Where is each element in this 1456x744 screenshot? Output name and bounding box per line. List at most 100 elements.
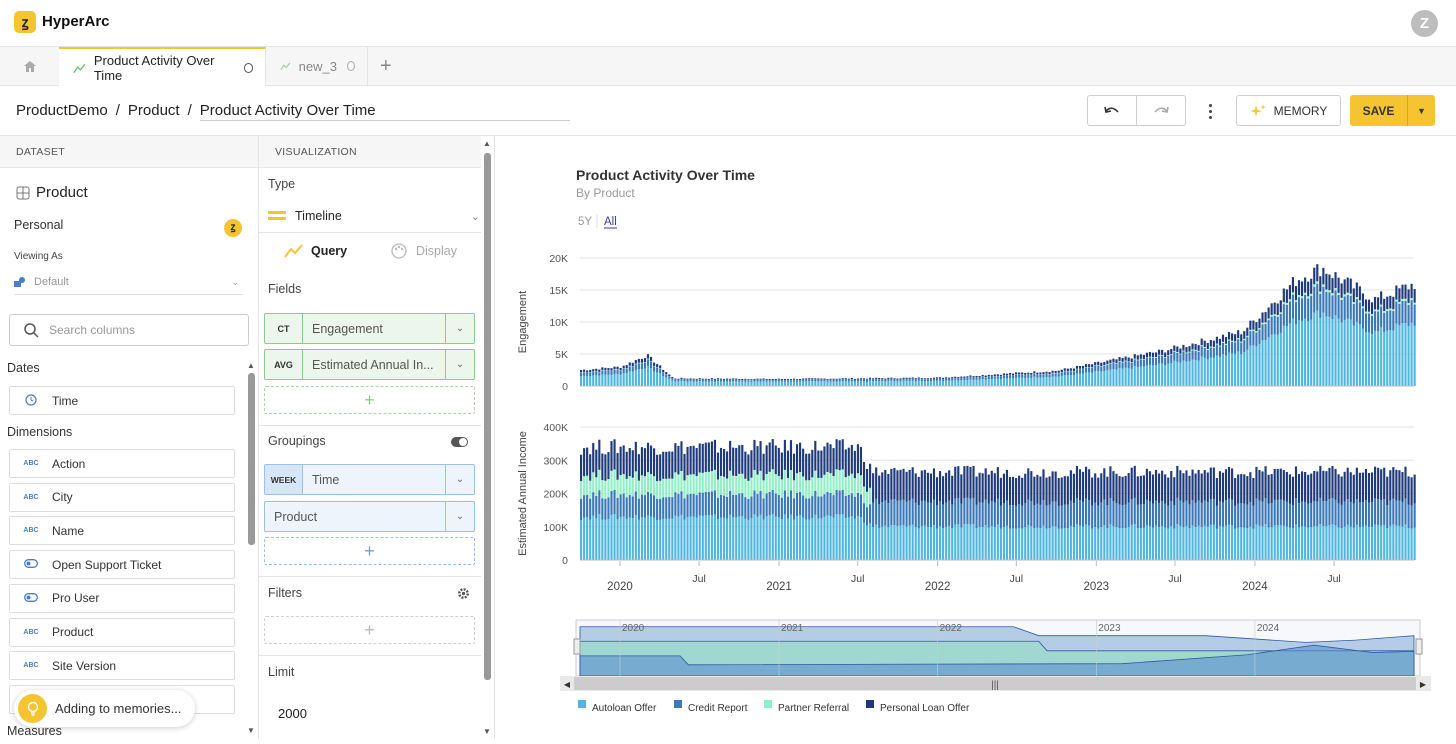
aggregation-tag[interactable]: AVG [265,350,303,379]
bar-credit-report [936,505,938,528]
bar-autoloan-offer [1319,318,1321,386]
visualization-scrollbar[interactable] [484,153,491,680]
range-button-5y[interactable]: 5Y [578,216,592,228]
gear-icon[interactable] [457,587,470,600]
legend-label-personal-loan-offer[interactable]: Personal Loan Offer [880,703,970,714]
bar-personal-loan-offer [769,379,771,380]
field-estimated-annual-income[interactable]: AVG Estimated Annual In... ⌄ [264,349,475,380]
y-tick-label: 100K [543,522,568,534]
navigator-handle[interactable] [1416,639,1422,654]
grouping-time[interactable]: WEEK Time ⌄ [264,464,475,495]
tab-new-3[interactable]: new_3 [266,47,368,85]
field-engagement[interactable]: CT Engagement ⌄ [264,313,475,344]
bar-partner-referral [1179,354,1181,355]
bar-autoloan-offer [869,523,871,560]
bar-personal-loan-offer [662,452,664,479]
bar-personal-loan-offer [1216,337,1218,344]
bar-credit-report [665,374,667,377]
search-columns-input[interactable]: Search columns [9,314,249,346]
field-item-open-support-ticket[interactable]: Open Support Ticket [9,550,235,579]
redo-button[interactable] [1136,95,1186,126]
user-avatar[interactable]: Z [1411,10,1438,37]
bar-autoloan-offer [1213,358,1215,386]
bar-personal-loan-offer [890,469,892,500]
add-field-button[interactable]: + [264,386,475,414]
bar-credit-report [954,498,956,524]
navigator-handle[interactable] [574,639,580,654]
bar-personal-loan-offer [781,453,783,480]
bar-autoloan-offer [1274,525,1276,560]
more-options-button[interactable] [1203,100,1217,122]
scroll-up-icon[interactable]: ▲ [247,361,255,370]
bar-personal-loan-offer [1298,474,1300,503]
bar-credit-report [1064,505,1066,529]
grouping-tag[interactable]: WEEK [265,465,303,494]
scroll-down-icon[interactable]: ▼ [483,727,491,736]
scroll-left-icon[interactable]: ◀ [564,680,571,689]
chevron-down-icon[interactable]: ⌄ [446,465,474,494]
memory-button[interactable]: MEMORY [1236,95,1341,126]
legend-label-autoloan-offer[interactable]: Autoloan Offer [592,703,657,714]
bar-personal-loan-offer [1155,470,1157,501]
save-button[interactable]: SAVE [1350,95,1408,126]
add-grouping-button[interactable]: + [264,537,475,565]
query-tab[interactable]: Query [284,243,347,259]
scroll-right-icon[interactable]: ▶ [1420,680,1427,689]
bar-personal-loan-offer [906,472,908,502]
bar-autoloan-offer [829,516,831,560]
add-filter-button[interactable]: + [264,616,475,644]
type-select[interactable]: Timeline ⌄ [268,204,480,228]
bar-credit-report [1380,307,1382,328]
chevron-down-icon[interactable]: ⌄ [446,502,474,531]
bar-personal-loan-offer [784,379,786,380]
bar-credit-report [1173,505,1175,528]
breadcrumb-item[interactable]: ProductDemo [16,102,108,121]
bar-autoloan-offer [741,516,743,560]
viewing-as-select[interactable]: Default ⌄ [14,270,243,295]
legend-label-credit-report[interactable]: Credit Report [688,703,748,714]
save-options-chevron-down-icon[interactable]: ▼ [1408,95,1435,126]
chevron-down-icon[interactable]: ⌄ [446,314,474,343]
bar-credit-report [945,502,947,526]
range-button-all[interactable]: All [604,216,617,228]
bar-personal-loan-offer [756,446,758,474]
aggregation-tag[interactable]: CT [265,314,303,343]
undo-button[interactable] [1087,95,1137,126]
grip-icon[interactable]: ||| [991,680,999,691]
bar-autoloan-offer [641,517,643,560]
bar-credit-report [1301,502,1303,527]
breadcrumb-item[interactable]: Product [128,102,180,121]
scroll-down-icon[interactable]: ▼ [247,726,255,735]
dataset-scrollbar[interactable] [248,373,255,545]
bar-personal-loan-offer [677,379,679,380]
groupings-toggle[interactable] [451,437,468,447]
hyperarc-logo-icon[interactable]: ꙁ [14,11,36,33]
bar-credit-report [863,503,865,523]
bar-autoloan-offer [985,525,987,560]
bar-autoloan-offer [1274,334,1276,386]
bar-credit-report [915,379,917,381]
bar-autoloan-offer [1201,527,1203,560]
chevron-down-icon[interactable]: ⌄ [446,350,474,379]
home-tab[interactable] [0,47,59,85]
bar-personal-loan-offer [699,378,701,379]
limit-input[interactable]: 2000 [278,706,307,721]
bar-autoloan-offer [650,368,652,386]
grouping-product[interactable]: Product ⌄ [264,501,475,532]
bar-credit-report [1307,504,1309,528]
add-tab-button[interactable]: + [380,55,392,78]
legend-label-partner-referral[interactable]: Partner Referral [778,703,849,714]
field-item-time[interactable]: Time [9,386,235,415]
field-item-pro-user[interactable]: Pro User [9,584,235,613]
tab-product-activity[interactable]: Product Activity Over Time [59,47,266,86]
display-tab[interactable]: Display [391,243,457,259]
scroll-up-icon[interactable]: ▲ [483,139,491,148]
page-title-input[interactable]: Product Activity Over Time [200,102,570,121]
bar-credit-report [1414,504,1416,528]
